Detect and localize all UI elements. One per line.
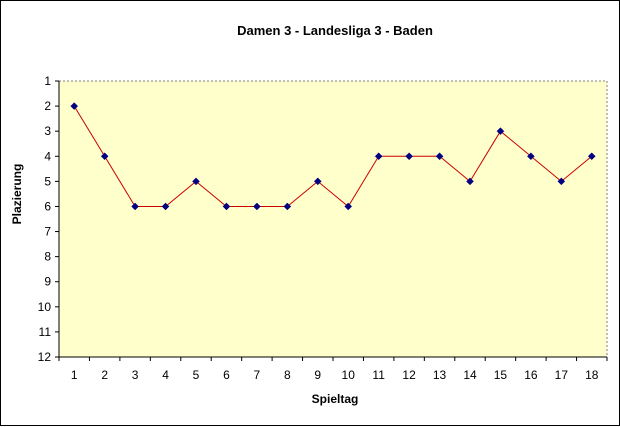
data-point xyxy=(557,177,566,186)
x-tick-label: 13 xyxy=(433,368,447,382)
data-point xyxy=(222,202,231,211)
x-tick-label: 8 xyxy=(284,368,291,382)
y-tick-label: 10 xyxy=(38,300,52,314)
x-tick-label: 7 xyxy=(254,368,261,382)
chart-title: Damen 3 - Landesliga 3 - Baden xyxy=(237,23,433,38)
y-tick-label: 9 xyxy=(44,275,51,289)
y-tick-label: 7 xyxy=(44,225,51,239)
y-tick-label: 3 xyxy=(44,124,51,138)
data-point xyxy=(527,152,535,161)
x-tick-label: 9 xyxy=(314,368,321,382)
x-tick-label: 5 xyxy=(193,368,200,382)
y-tick-label: 1 xyxy=(44,74,51,88)
data-point xyxy=(466,177,474,186)
x-tick-label: 11 xyxy=(372,368,385,382)
data-point xyxy=(100,152,109,161)
x-tick-label: 18 xyxy=(585,368,599,382)
y-tick-label: 6 xyxy=(44,199,51,213)
x-tick-label: 10 xyxy=(342,368,356,382)
data-point xyxy=(313,177,322,186)
series-group xyxy=(70,102,596,211)
x-axis-ticks: 1 2 3 4 5 6 7 8 9 10 11 12 13 14 15 16 17 18 xyxy=(58,357,608,382)
x-tick-label: 1 xyxy=(71,368,78,382)
x-tick-label: 2 xyxy=(101,368,108,382)
y-tick-label: 4 xyxy=(44,149,51,163)
data-point xyxy=(405,152,413,161)
series-line xyxy=(73,105,593,208)
plot-area xyxy=(58,80,608,358)
data-point xyxy=(374,152,383,161)
data-point xyxy=(253,202,261,211)
y-tick-label: 5 xyxy=(44,174,51,188)
data-point xyxy=(161,202,170,211)
data-point xyxy=(496,127,505,136)
data-point xyxy=(192,177,200,186)
y-tick-label: 11 xyxy=(39,325,52,339)
data-point xyxy=(70,102,79,110)
data-point xyxy=(344,202,353,211)
x-tick-label: 4 xyxy=(162,368,169,382)
x-tick-label: 14 xyxy=(463,368,477,382)
y-axis-label: Plazierung xyxy=(10,164,24,225)
data-point xyxy=(435,152,444,161)
data-point xyxy=(283,202,292,211)
x-tick-label: 16 xyxy=(524,368,538,382)
y-tick-label: 2 xyxy=(44,99,51,113)
y-tick-label: 8 xyxy=(44,250,51,264)
y-tick-label: 12 xyxy=(38,350,52,364)
data-point xyxy=(587,152,596,161)
x-tick-label: 6 xyxy=(223,368,230,382)
x-tick-label: 3 xyxy=(132,368,139,382)
x-tick-label: 15 xyxy=(494,368,508,382)
data-point xyxy=(131,202,139,211)
x-tick-label: 17 xyxy=(555,368,569,382)
x-axis-label: Spieltag xyxy=(312,392,359,406)
x-tick-label: 12 xyxy=(402,368,416,382)
